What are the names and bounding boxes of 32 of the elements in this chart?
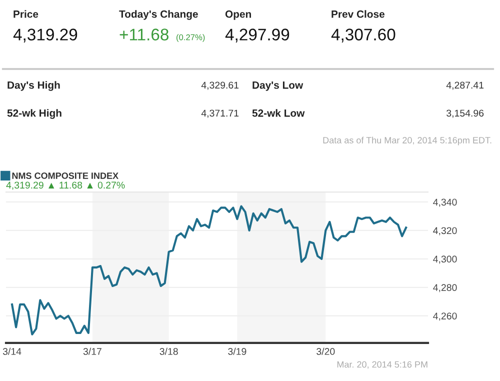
text: Data as of Thu Mar 20, 2014 5:16pm EDT.: [323, 136, 492, 146]
y-tick-label: 4,340: [433, 198, 457, 207]
chart-subtitle: 4,319.29 ▲ 11.68 ▲ 0.27%: [6, 182, 125, 190]
x-tick-label: 3/19: [228, 348, 246, 355]
legend-label: NMS COMPOSITE INDEX: [12, 172, 118, 179]
text: 4,329.61: [201, 82, 239, 90]
text: 52-wk High: [7, 109, 62, 119]
text: 52-wk Low: [252, 109, 305, 117]
x-tick-label: 3/20: [316, 348, 335, 355]
text: 4,307.60: [331, 28, 396, 42]
y-tick-label: 4,260: [433, 312, 457, 321]
text: 3,154.96: [446, 110, 484, 118]
text: Price: [14, 10, 38, 18]
text: (0.27%): [176, 34, 205, 42]
y-tick-label: 4,300: [433, 256, 457, 264]
text: Day's High: [8, 81, 60, 91]
text: 4,371.71: [201, 110, 239, 118]
x-tick-label: 3/14: [2, 348, 22, 355]
text: Open: [225, 10, 251, 20]
y-tick-label: 4,320: [433, 227, 457, 236]
text: Today's Change: [119, 10, 198, 20]
text: +11.68: [120, 28, 168, 40]
text: Day's Low: [252, 82, 304, 91]
text: Mar. 20, 2014 5:16 PM: [337, 361, 428, 369]
text: 4,297.99: [225, 28, 290, 42]
x-tick-label: 3/18: [160, 348, 178, 355]
y-tick-label: 4,280: [433, 284, 457, 292]
text: 4,319.29: [13, 28, 78, 42]
line-series: [10, 205, 408, 336]
text: 4,287.41: [446, 82, 484, 90]
text: Prev Close: [332, 10, 384, 18]
x-tick-label: 3/17: [83, 348, 102, 355]
